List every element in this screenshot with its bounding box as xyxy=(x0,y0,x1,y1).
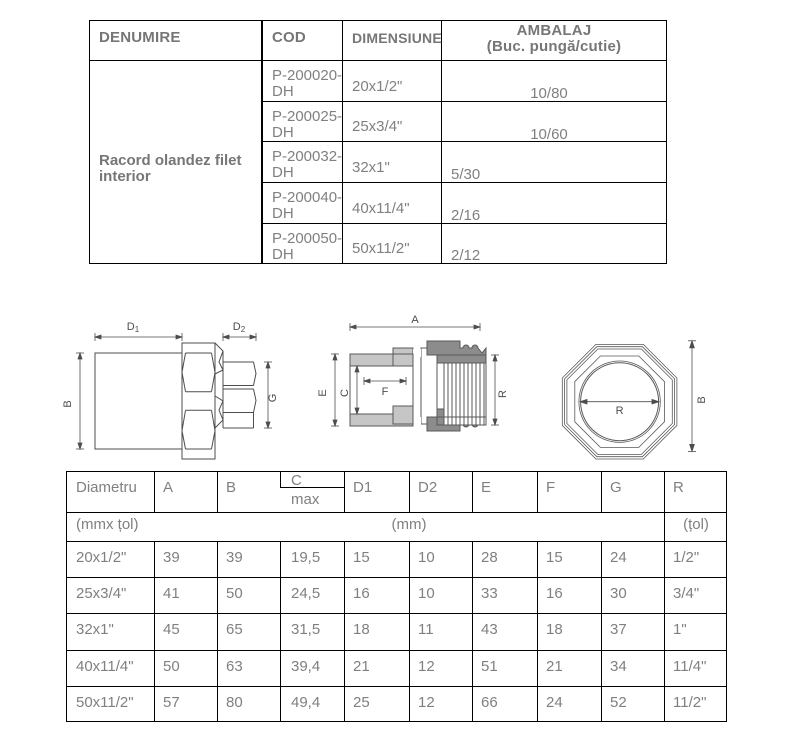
svg-text:C: C xyxy=(339,389,351,397)
svg-text:D2: D2 xyxy=(233,321,246,334)
svg-text:B: B xyxy=(62,400,74,407)
svg-text:D1: D1 xyxy=(127,321,140,334)
svg-text:A: A xyxy=(411,314,419,326)
svg-text:E: E xyxy=(317,389,329,396)
svg-text:R: R xyxy=(497,390,509,398)
svg-text:G: G xyxy=(267,394,279,403)
svg-text:F: F xyxy=(382,386,389,398)
svg-text:B: B xyxy=(696,396,708,403)
svg-text:R: R xyxy=(616,405,624,417)
